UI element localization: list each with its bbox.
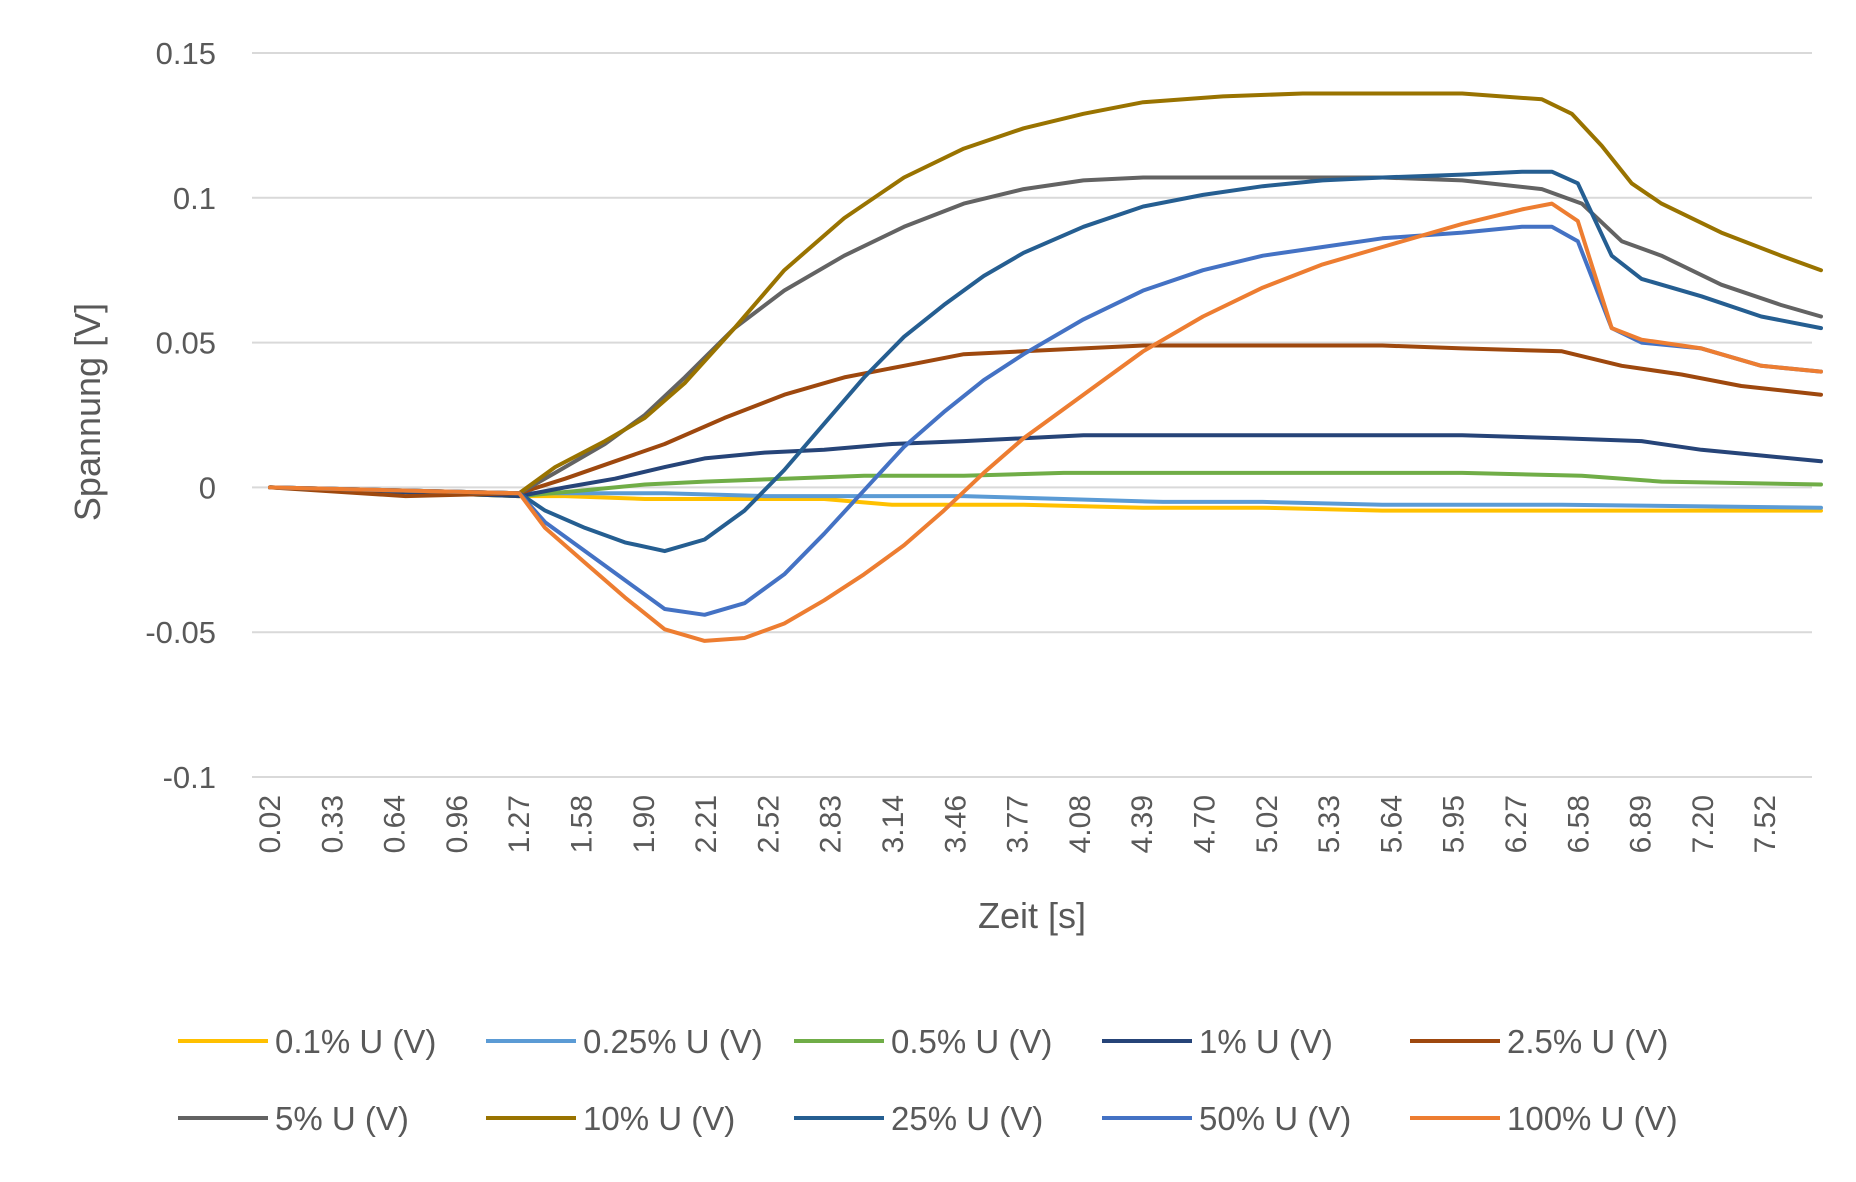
x-tick-label: 4.08 [1064,795,1097,853]
legend-label: 25% U (V) [891,1100,1043,1137]
legend-label: 0.25% U (V) [583,1023,763,1060]
x-tick-label: 6.89 [1625,795,1658,853]
series-line [268,91,1823,496]
series-lines [268,91,1823,643]
x-axis-title: Zeit [s] [978,895,1086,936]
x-tick-label: 5.95 [1438,795,1471,853]
y-tick-labels: 0.15 0.1 0.05 0 -0.05 -0.1 [145,36,216,795]
y-tick-label: -0.05 [145,615,216,650]
legend-label: 1% U (V) [1199,1023,1333,1060]
legend-label: 5% U (V) [275,1100,409,1137]
x-tick-label: 0.96 [441,795,474,853]
x-tick-label: 6.58 [1562,795,1595,853]
x-tick-label: 4.70 [1189,795,1222,853]
legend-label: 2.5% U (V) [1507,1023,1668,1060]
x-tick-label: 0.33 [316,795,349,853]
x-tick-label: 1.58 [566,795,599,853]
y-tick-label: -0.1 [163,760,216,795]
x-tick-label: 7.20 [1687,795,1720,853]
x-tick-label: 6.27 [1500,795,1533,853]
series-line [268,485,1823,513]
x-tick-label: 3.77 [1002,795,1035,853]
x-tick-label: 1.90 [628,795,661,853]
series-line [268,470,1823,499]
gridlines [252,52,1812,778]
series-line [268,343,1823,499]
series-line [268,175,1823,496]
x-tick-label: 5.02 [1251,795,1284,853]
x-tick-label: 2.52 [752,795,785,853]
x-tick-label: 2.21 [690,795,723,853]
legend-label: 0.5% U (V) [891,1023,1052,1060]
x-tick-label: 0.64 [379,795,412,853]
x-tick-label: 2.83 [815,795,848,853]
y-tick-label: 0 [199,470,216,505]
legend-label: 10% U (V) [583,1100,735,1137]
series-line [268,169,1823,554]
x-tick-label: 1.27 [503,795,536,853]
x-tick-label: 5.64 [1375,795,1408,853]
y-tick-label: 0.1 [173,181,216,216]
x-tick-label: 5.33 [1313,795,1346,853]
y-tick-label: 0.15 [156,36,216,71]
y-tick-label: 0.05 [156,326,216,361]
y-axis-title: Spannung [V] [67,303,108,521]
legend-label: 100% U (V) [1507,1100,1678,1137]
x-tick-label: 3.14 [877,795,910,853]
series-line [268,224,1823,617]
legend-label: 50% U (V) [1199,1100,1351,1137]
x-tick-label: 0.02 [254,795,287,853]
series-line [268,485,1823,510]
x-tick-labels: 0.02 0.33 0.64 0.96 1.27 1.58 1.90 2.21 2.52 2.83… [254,795,1782,853]
x-tick-label: 7.52 [1749,795,1782,853]
x-tick-label: 3.46 [939,795,972,853]
series-line [268,201,1823,643]
legend: 0.1% U (V) 0.25% U (V) 0.5% U (V) 1% U (V) 2… [178,1023,1678,1137]
legend-label: 0.1% U (V) [275,1023,436,1060]
x-tick-label: 4.39 [1126,795,1159,853]
